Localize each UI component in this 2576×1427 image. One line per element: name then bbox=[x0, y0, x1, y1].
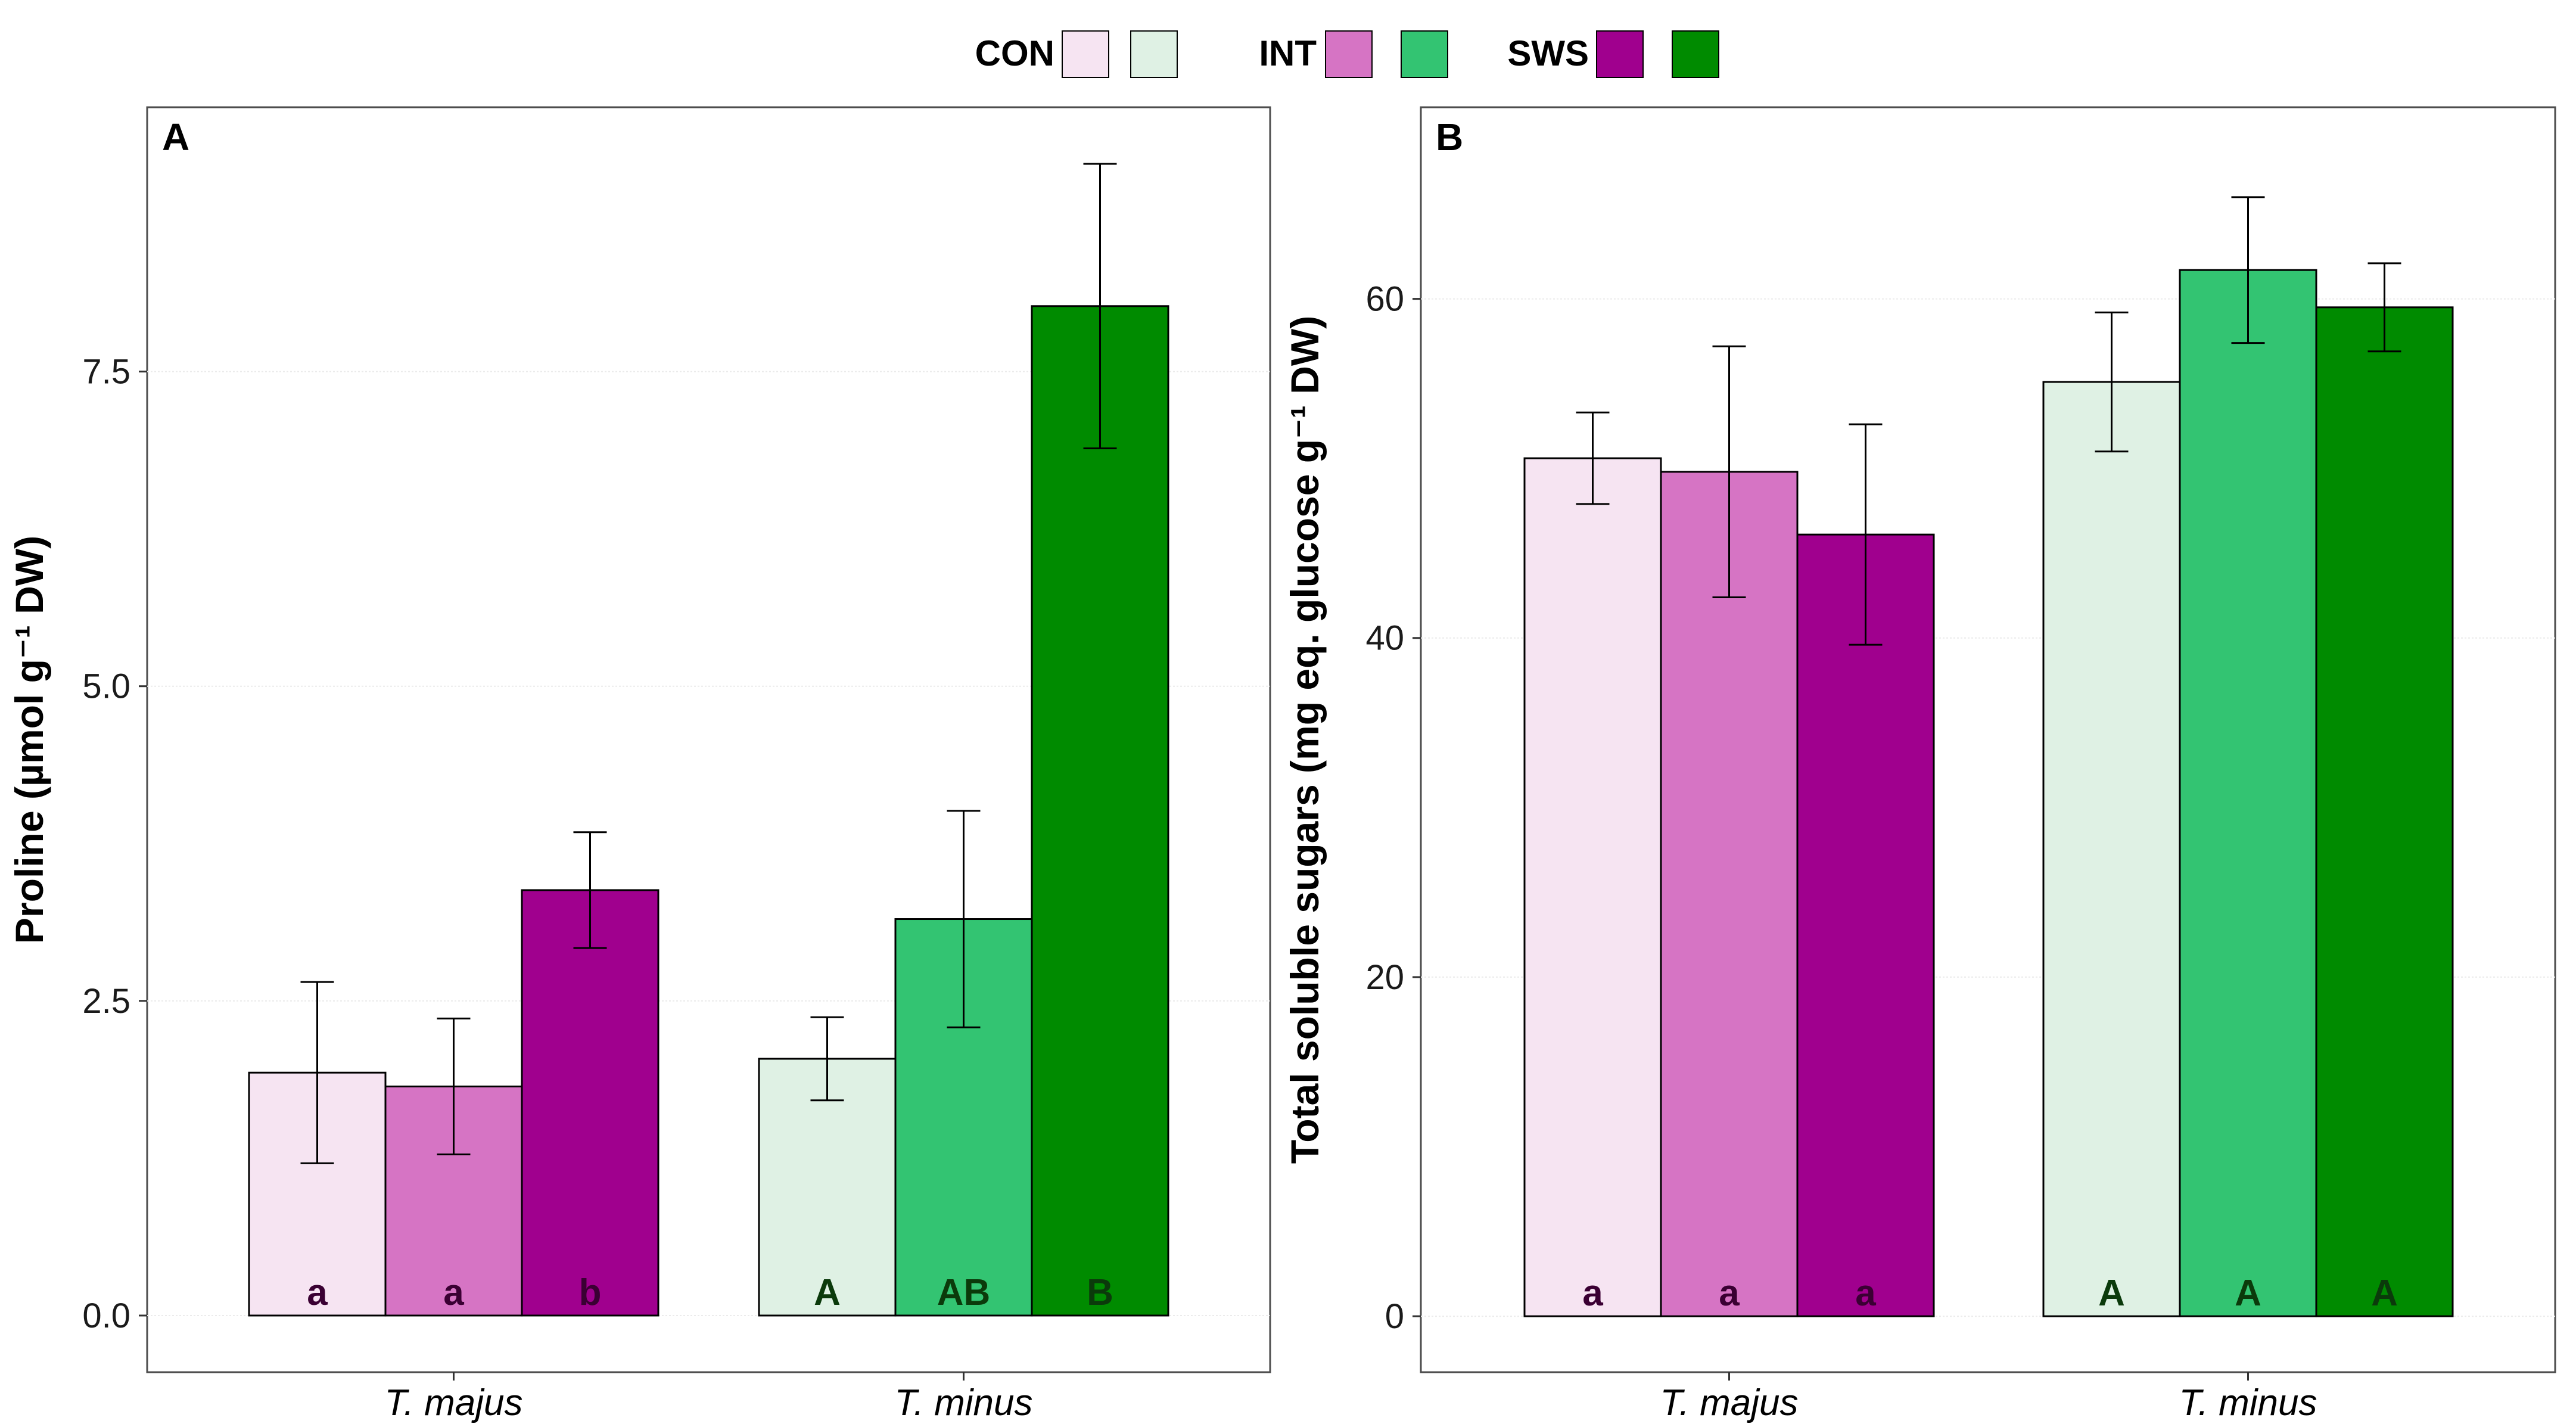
significance-letter-t-majus-sws: b bbox=[579, 1272, 602, 1313]
x-tick-label-t-minus: T. minus bbox=[2179, 1382, 2317, 1423]
y-tick-label-0: 0 bbox=[1385, 1297, 1404, 1336]
y-axis-title: Total soluble sugars (mg eq. glucose g⁻¹… bbox=[1283, 316, 1327, 1164]
x-tick-label-t-minus: T. minus bbox=[894, 1382, 1032, 1423]
panel-label: A bbox=[162, 116, 189, 158]
bar-t-majus-con bbox=[1523, 457, 1662, 1317]
legend-swatch-sws-majus bbox=[1596, 30, 1644, 78]
y-axis-title: Proline (µmol g⁻¹ DW) bbox=[7, 536, 51, 944]
significance-letter-t-majus-int: a bbox=[1719, 1273, 1740, 1314]
significance-letter-t-majus-sws: a bbox=[1855, 1273, 1876, 1314]
bar-t-majus-int bbox=[1660, 471, 1799, 1317]
bar-t-minus-int bbox=[2179, 269, 2317, 1317]
legend-swatch-int-minus bbox=[1401, 30, 1448, 78]
legend-label-sws: SWS bbox=[1507, 33, 1589, 73]
y-tick-label-3: 60 bbox=[1365, 280, 1404, 319]
y-tick-label-1: 2.5 bbox=[82, 982, 130, 1021]
significance-letter-t-minus-con: A bbox=[2098, 1273, 2125, 1314]
y-tick-label-1: 20 bbox=[1365, 958, 1404, 997]
legend-label-con: CON bbox=[975, 33, 1054, 73]
bar-t-majus-sws bbox=[1796, 533, 1935, 1317]
panel-b: 0 20 40 60 Total soluble sugars (mg eq. gluc… bbox=[1283, 106, 2556, 1423]
y-tick-label-0: 0.0 bbox=[82, 1297, 130, 1335]
panel-label: B bbox=[1436, 116, 1463, 158]
significance-letter-t-minus-sws: A bbox=[2371, 1273, 2398, 1314]
significance-letter-t-minus-con: A bbox=[814, 1272, 841, 1313]
bar-t-minus-con bbox=[758, 1058, 897, 1317]
bar-t-minus-sws bbox=[1031, 305, 1169, 1317]
significance-letter-t-majus-int: a bbox=[443, 1272, 464, 1313]
legend-swatch-con-majus bbox=[1062, 30, 1109, 78]
y-tick-label-2: 5.0 bbox=[82, 667, 130, 706]
x-tick-label-t-majus: T. majus bbox=[1660, 1382, 1798, 1423]
bar-t-minus-con bbox=[2042, 381, 2181, 1317]
legend-label-int: INT bbox=[1259, 33, 1317, 73]
legend-swatch-int-majus bbox=[1325, 30, 1373, 78]
significance-letter-t-minus-int: AB bbox=[937, 1272, 991, 1313]
significance-letter-t-minus-sws: B bbox=[1087, 1272, 1113, 1313]
significance-letter-t-majus-con: a bbox=[307, 1272, 328, 1313]
y-tick-label-2: 40 bbox=[1365, 619, 1404, 658]
significance-letter-t-minus-int: A bbox=[2235, 1273, 2261, 1314]
legend: CON INT SWS bbox=[975, 30, 1719, 78]
legend-swatch-con-minus bbox=[1130, 30, 1178, 78]
bar-t-majus-sws bbox=[521, 889, 659, 1317]
x-tick-label-t-majus: T. majus bbox=[384, 1382, 522, 1423]
y-tick-label-3: 7.5 bbox=[82, 353, 130, 391]
legend-swatch-sws-minus bbox=[1672, 30, 1719, 78]
panel-a: 0.0 2.5 5.0 7.5 Proline (µmol g⁻¹ DW) Aa a b A AB… bbox=[7, 106, 1271, 1423]
bar-t-minus-sws bbox=[2315, 306, 2454, 1317]
significance-letter-t-majus-con: a bbox=[1582, 1273, 1603, 1314]
